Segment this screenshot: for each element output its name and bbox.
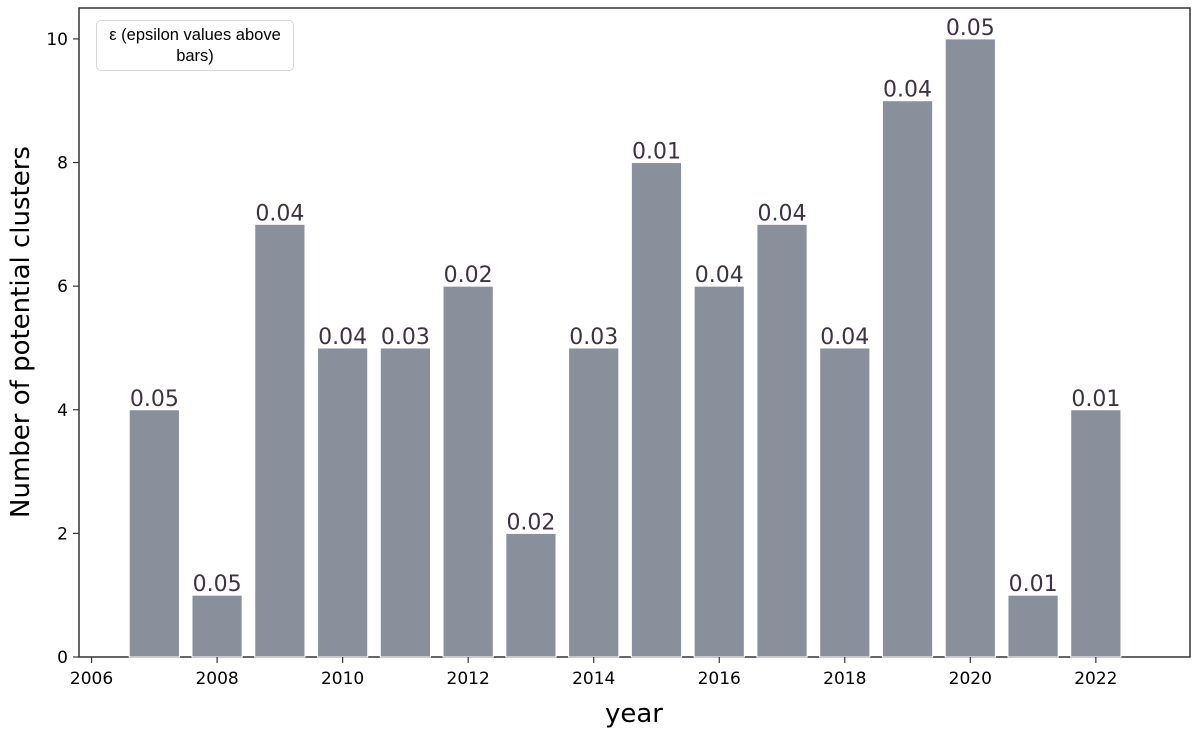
bar-2010	[317, 347, 369, 658]
bar-label-2016: 0.04	[695, 263, 744, 288]
bar-label-2019: 0.04	[883, 78, 932, 103]
bar-label-2014: 0.03	[569, 325, 618, 350]
x-tick-label-2014: 2014	[572, 669, 615, 689]
bar-2014	[568, 347, 620, 658]
x-tick-label-2008: 2008	[195, 669, 238, 689]
x-axis-title: year	[605, 699, 663, 729]
bar-label-2021: 0.01	[1009, 572, 1058, 597]
bar-label-2011: 0.03	[381, 325, 430, 350]
y-tick-label-0: 0	[57, 648, 68, 668]
bar-2017	[756, 223, 808, 658]
bar-label-2007: 0.05	[130, 387, 179, 412]
x-tick-label-2006: 2006	[70, 669, 113, 689]
x-tick-label-2018: 2018	[823, 669, 866, 689]
bar-2019	[881, 100, 934, 658]
bar-2020	[944, 38, 996, 658]
bars-group	[128, 38, 1122, 658]
bar-2018	[819, 347, 871, 658]
x-tick-label-2010: 2010	[321, 669, 364, 689]
bar-label-2012: 0.02	[444, 263, 493, 288]
x-tick-label-2020: 2020	[949, 669, 992, 689]
bar-2011	[379, 347, 432, 658]
bar-2015	[630, 162, 683, 658]
bar-2021	[1007, 594, 1059, 658]
bar-2007	[128, 409, 180, 658]
bar-label-2013: 0.02	[506, 510, 555, 535]
y-axis-title: Number of potential clusters	[6, 146, 36, 518]
bar-label-2018: 0.04	[820, 325, 869, 350]
x-tick-label-2012: 2012	[447, 669, 490, 689]
x-axis-ticks: 2006 2008 2010 2012 2014 2016 2018 2020 2022	[70, 657, 1117, 689]
bar-label-2008: 0.05	[193, 572, 242, 597]
bar-2008	[191, 594, 243, 658]
bar-2009	[254, 223, 306, 658]
x-tick-label-2022: 2022	[1074, 669, 1117, 689]
bar-2022	[1070, 409, 1122, 658]
bar-label-2009: 0.04	[255, 201, 304, 226]
y-tick-label-6: 6	[57, 277, 68, 297]
legend: ε (epsilon values above bars)	[96, 20, 294, 71]
bar-2013	[505, 532, 557, 658]
bar-label-2017: 0.04	[758, 201, 807, 226]
y-tick-label-8: 8	[57, 154, 68, 174]
bar-label-2015: 0.01	[632, 140, 681, 165]
y-tick-label-10: 10	[46, 30, 68, 50]
y-tick-label-2: 2	[57, 524, 68, 544]
bar-label-2022: 0.01	[1071, 387, 1120, 412]
y-tick-label-4: 4	[57, 401, 68, 421]
bar-2012	[442, 285, 494, 658]
legend-text: ε (epsilon values above bars)	[109, 25, 281, 65]
bar-2016	[693, 285, 745, 658]
bar-label-2010: 0.04	[318, 325, 367, 350]
x-tick-label-2016: 2016	[698, 669, 741, 689]
bar-labels-group: 0.05 0.05 0.04 0.04 0.03 0.02 0.02 0.03 0.01 0.04…	[130, 16, 1121, 597]
bar-label-2020: 0.05	[946, 16, 995, 41]
y-axis-ticks: 0 2 4 6 8 10	[46, 30, 79, 668]
